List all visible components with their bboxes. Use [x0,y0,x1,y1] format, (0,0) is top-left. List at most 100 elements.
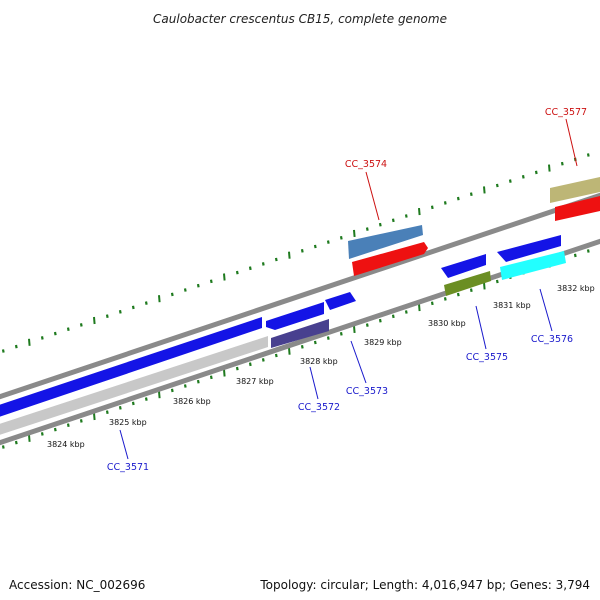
ruler-tick [456,196,460,201]
tick-label-3829: 3829 kbp [364,338,402,347]
map-title: Caulobacter crescentus CB15, complete ge… [153,12,447,26]
ruler-tick [469,192,473,197]
tick-label-3831: 3831 kbp [493,301,531,310]
ruler-tick [430,205,434,210]
ruler-tick [521,174,525,179]
ruler-tick [93,316,96,325]
ruler-tick [105,314,109,319]
gene-feature-cc-3575[interactable] [441,254,486,278]
gene-label-cc-3576[interactable]: CC_3576 [531,334,573,345]
gene-label-cc-3577[interactable]: CC_3577 [545,107,587,118]
ruler-tick [443,297,447,301]
gene-label-cc-3571[interactable]: CC_3571 [107,462,149,473]
ruler-tick [170,388,174,393]
ruler-tick [144,397,148,401]
gene-feature-cc-3572-reverse[interactable] [271,319,329,348]
ruler-tick [261,358,265,362]
outer-ruler-ticks [1,153,590,353]
gene-label-cc-3572[interactable]: CC_3572 [298,402,340,413]
ruler-tick [14,344,18,349]
gene-feature-cc-3577[interactable] [550,177,600,203]
ruler-tick [508,179,512,183]
gene-label-cc-3573[interactable]: CC_3573 [346,386,388,397]
ruler-tick [170,292,174,297]
ruler-tick [378,318,382,323]
ruler-tick [53,427,57,432]
ruler-tick [235,366,239,371]
tick-label-3826: 3826 kbp [173,397,211,406]
ruler-tick [586,153,590,157]
gene-label-cc-3575[interactable]: CC_3575 [466,352,508,363]
ruler-tick [418,208,421,216]
ruler-tick [313,244,317,249]
ruler-tick [313,340,317,345]
ruler-tick [105,410,109,415]
gene-feature-cc-3574-red[interactable] [352,242,428,276]
tick-label-3830: 3830 kbp [428,319,466,328]
ruler-tick [548,164,551,172]
ruler-tick [196,379,200,384]
ruler-tick [391,218,395,223]
ruler-tick [131,401,135,406]
ruler-tick [365,323,369,327]
accession-text: Accession: NC_002696 [9,578,146,592]
ruler-tick [586,249,590,253]
ruler-tick [274,353,278,358]
gene-feature-cc-3575-reverse[interactable] [444,271,491,296]
gene-feature-cc-3576-reverse[interactable] [500,251,566,280]
ruler-tick [339,235,343,240]
ruler-tick [300,248,304,253]
ruler-tick [339,331,343,336]
ruler-tick [66,423,70,428]
leader-line-cc-3576 [539,288,553,332]
ruler-tick [443,201,447,205]
ruler-tick [223,369,226,377]
tick-label-3825: 3825 kbp [109,418,147,427]
leader-line-cc-3572 [309,366,319,400]
gene-label-cc-3574[interactable]: CC_3574 [345,159,387,170]
ruler-tick [209,375,213,380]
ruler-tick [404,310,408,314]
ruler-tick [274,257,278,262]
ruler-tick [326,240,330,244]
ruler-tick [183,288,187,292]
ruler-tick [483,282,486,290]
ruler-tick [300,344,304,349]
gene-feature-cc-3574[interactable] [348,225,423,259]
ruler-tick [40,336,44,340]
ruler-tick [391,314,395,319]
ruler-tick [14,440,18,445]
ruler-tick [469,288,473,293]
ruler-tick [235,270,239,275]
gene-feature-cc-3571[interactable] [0,317,262,420]
ruler-tick [53,331,57,336]
ruler-tick [495,279,499,284]
leader-line-cc-3577 [565,118,578,167]
tick-label-3827: 3827 kbp [236,377,274,386]
gene-feature-cc-3571-reverse[interactable] [0,336,268,438]
ruler-tick [79,323,83,327]
ruler-tick [353,229,356,237]
topology-text: Topology: circular; Length: 4,016,947 bp… [260,578,590,592]
ruler-tick [483,186,486,194]
ruler-tick [118,309,122,314]
ruler-tick [404,214,408,218]
ruler-tick [223,273,226,281]
backbone-upper [0,192,600,400]
ruler-tick [326,336,330,340]
ruler-tick [183,384,187,388]
ruler-tick [456,292,460,297]
ruler-tick [365,227,369,231]
gene-feature-cc-3572[interactable] [266,302,324,330]
gene-feature-cc-3577-red[interactable] [555,196,600,221]
ruler-tick [144,301,148,305]
ruler-tick [534,170,538,175]
gene-feature-cc-3573[interactable] [325,292,356,310]
ruler-tick [495,183,499,188]
leader-line-cc-3571 [119,429,129,460]
gene-feature-cc-3576[interactable] [497,235,561,262]
ruler-tick [573,253,577,258]
ruler-tick [93,412,96,421]
ruler-tick [1,349,5,353]
